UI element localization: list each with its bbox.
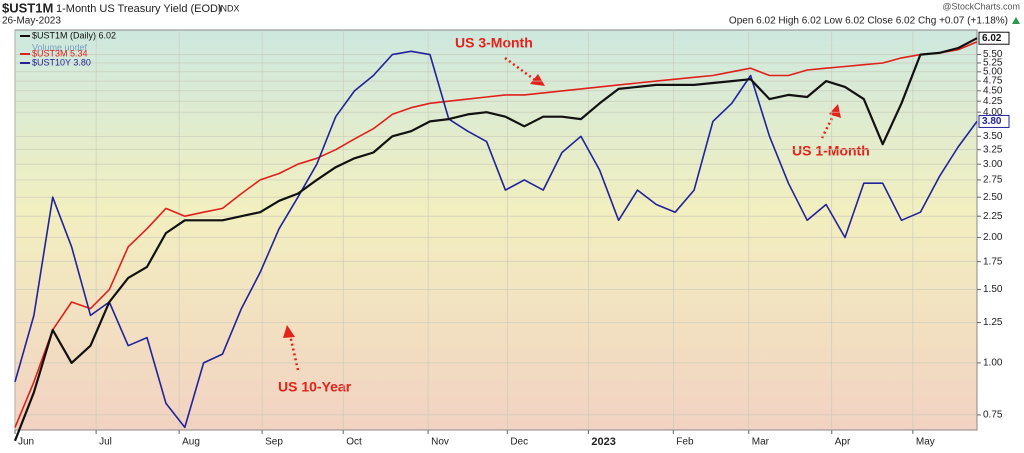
y-tick-label: 1.00	[983, 358, 1003, 369]
y-tick-label: 1.25	[983, 317, 1003, 328]
legend-entry: $UST1M (Daily) 6.02	[32, 30, 116, 40]
x-tick-label: Aug	[182, 437, 200, 448]
series-line	[13, 37, 978, 442]
x-tick-label: Oct	[346, 437, 362, 448]
x-tick-label: Feb	[676, 437, 694, 448]
end-value-tag	[978, 114, 1010, 128]
x-tick-label: Nov	[431, 437, 449, 448]
x-tick-label: Dec	[510, 437, 528, 448]
y-tick-label: 3.25	[983, 144, 1003, 155]
annotation-arrows	[288, 56, 837, 371]
y-tick-label: 3.00	[983, 159, 1003, 170]
y-tick-label: 4.75	[983, 76, 1003, 87]
y-tick-label: 5.00	[983, 66, 1003, 77]
y-tick-label: 4.25	[983, 96, 1003, 107]
y-tick-label: 3.50	[983, 131, 1003, 142]
date: 26-May-2023	[2, 16, 61, 27]
y-tick-label: 2.25	[983, 211, 1003, 222]
x-tick-label: Apr	[835, 437, 851, 448]
annotation: US 3-Month	[455, 35, 533, 51]
legend-entry: $UST3M 5.34	[32, 48, 88, 58]
legend-entry: $UST10Y 3.80	[32, 57, 91, 67]
end-value-label: 3.80	[982, 116, 1002, 127]
exchange: INDX	[218, 3, 240, 13]
y-tick-label: 2.75	[983, 175, 1003, 186]
plot-area	[14, 29, 978, 431]
y-tick-label: 1.75	[983, 256, 1003, 267]
end-value-label: 6.02	[982, 33, 1002, 44]
end-value-tag	[978, 31, 1010, 45]
x-tick-label: Mar	[752, 437, 770, 448]
up-icon	[1012, 17, 1020, 24]
chart-title: 1-Month US Treasury Yield (EOD)	[56, 3, 222, 15]
x-tick-label: Jul	[99, 437, 112, 448]
quote: Open 6.02 High 6.02 Low 6.02 Close 6.02 …	[729, 16, 1008, 27]
y-tick-label: 4.50	[983, 85, 1003, 96]
source: @StockCharts.com	[942, 1, 1020, 11]
annotation: US 10-Year	[278, 379, 352, 395]
x-tick-label: 2023	[591, 436, 615, 448]
y-tick-label: 5.25	[983, 58, 1003, 69]
y-tick-label: 1.50	[983, 284, 1003, 295]
legend-entry: Volume undef	[32, 42, 88, 52]
x-tick-label: Sep	[265, 437, 283, 448]
series-line	[14, 41, 978, 428]
x-tick-label: May	[916, 437, 935, 448]
symbol: $UST1M	[2, 0, 53, 15]
y-tick-label: 2.50	[983, 192, 1003, 203]
annotation: US 1-Month	[792, 143, 870, 159]
y-tick-label: 2.00	[983, 232, 1003, 243]
series-line	[14, 50, 978, 429]
x-tick-label: Jun	[18, 437, 34, 448]
y-tick-label: 5.50	[983, 49, 1003, 60]
y-tick-label: 4.00	[983, 107, 1003, 118]
y-tick-label: 0.75	[983, 410, 1003, 421]
